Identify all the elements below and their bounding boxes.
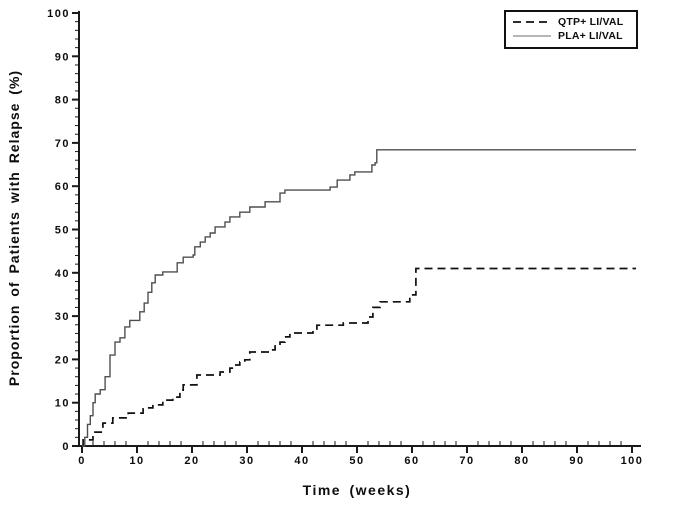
y-tick-label: 90 — [55, 51, 70, 63]
legend-line-sample-dashed — [513, 21, 551, 23]
series-curve-pla — [82, 149, 636, 447]
x-tick-label: 60 — [404, 455, 419, 467]
x-axis-title: Time (weeks) — [302, 482, 412, 498]
x-tick-label: 30 — [239, 455, 254, 467]
y-tick-label: 0 — [62, 441, 70, 453]
x-tick-label: 90 — [569, 455, 584, 467]
y-tick-label: 80 — [55, 95, 70, 107]
x-tick-label: 40 — [294, 455, 309, 467]
y-tick-label: 100 — [47, 8, 70, 20]
x-tick-label: 50 — [349, 455, 364, 467]
y-tick-label: 40 — [55, 268, 70, 280]
legend-entry: PLA+ LI/VAL — [512, 29, 630, 43]
y-tick-label: 20 — [55, 354, 70, 366]
x-tick-label: 10 — [129, 455, 144, 467]
x-tick-label: 70 — [459, 455, 474, 467]
x-tick-label: 0 — [78, 455, 86, 467]
legend-entry-label: PLA+ LI/VAL — [558, 30, 623, 42]
legend: QTP+ LI/VAL PLA+ LI/VAL — [504, 10, 638, 49]
x-tick-label: 100 — [621, 455, 644, 467]
series-curve-qtp — [82, 267, 636, 447]
x-tick-label: 80 — [514, 455, 529, 467]
y-tick-label: 60 — [55, 181, 70, 193]
legend-entry: QTP+ LI/VAL — [512, 15, 630, 29]
y-tick-label: 50 — [55, 225, 70, 237]
y-tick-label: 30 — [55, 311, 70, 323]
y-tick-label: 70 — [55, 138, 70, 150]
legend-entry-label: QTP+ LI/VAL — [558, 16, 624, 28]
legend-line-sample-solid — [513, 35, 551, 37]
x-tick-label: 20 — [184, 455, 199, 467]
y-tick-label: 10 — [55, 398, 70, 410]
